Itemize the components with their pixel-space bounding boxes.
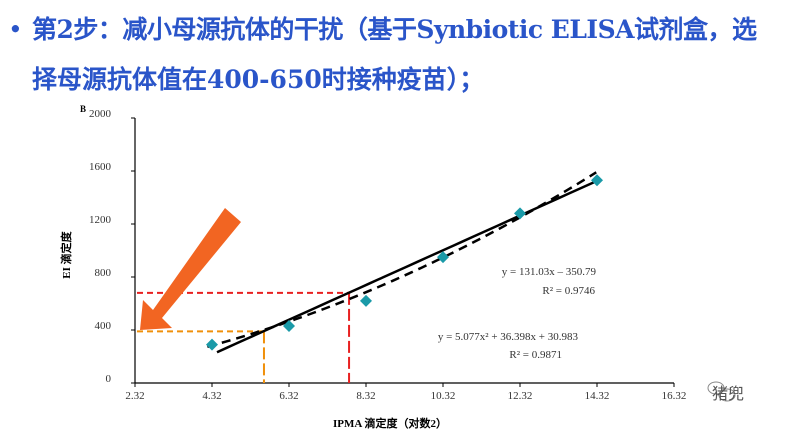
y-tick-label: 1200 bbox=[89, 214, 112, 226]
y-tick-label: 2000 bbox=[89, 108, 112, 120]
x-tick-label: 6.32 bbox=[279, 390, 298, 402]
wechat-icon bbox=[707, 381, 736, 402]
quadratic-r2: R² = 0.9871 bbox=[509, 349, 562, 361]
slide-title-line2: 择母源抗体值在400-650时接种疫苗）； bbox=[32, 65, 485, 94]
x-tick-label: 16.32 bbox=[662, 390, 687, 402]
x-tick-label: 12.32 bbox=[508, 390, 533, 402]
slide-title-line1: 第2步：减小母源抗体的干扰（基于Synbiotic ELISA试剂盒，选 bbox=[32, 15, 757, 44]
data-point bbox=[437, 251, 449, 264]
x-tick-label: 4.32 bbox=[202, 390, 221, 402]
y-tick-label: 400 bbox=[95, 320, 112, 332]
data-point bbox=[283, 320, 295, 333]
fit-line-quadratic bbox=[207, 171, 597, 348]
watermark-text: 猪兜 bbox=[712, 384, 745, 403]
y-tick-label: 800 bbox=[95, 267, 112, 279]
data-point bbox=[206, 338, 218, 351]
data-point bbox=[514, 207, 526, 220]
linear-r2: R² = 0.9746 bbox=[542, 285, 595, 297]
bullet: • bbox=[8, 15, 23, 44]
linear-equation: y = 131.03x – 350.79 bbox=[502, 266, 597, 278]
arrow-icon bbox=[140, 208, 241, 330]
x-axis-label: IPMA 滴定度（对数2） bbox=[333, 416, 447, 430]
panel-label: B bbox=[80, 104, 86, 114]
quadratic-equation: y = 5.077x² + 36.398x + 30.983 bbox=[438, 331, 579, 343]
data-point bbox=[360, 294, 372, 307]
y-axis-label: EI 滴定度 bbox=[59, 230, 73, 278]
y-tick-label: 0 bbox=[106, 373, 112, 385]
x-tick-label: 2.32 bbox=[125, 390, 144, 402]
data-point bbox=[591, 174, 603, 187]
x-tick-label: 14.32 bbox=[585, 390, 610, 402]
y-tick-label: 1600 bbox=[89, 161, 112, 173]
x-tick-label: 8.32 bbox=[356, 390, 375, 402]
x-tick-label: 10.32 bbox=[431, 390, 456, 402]
